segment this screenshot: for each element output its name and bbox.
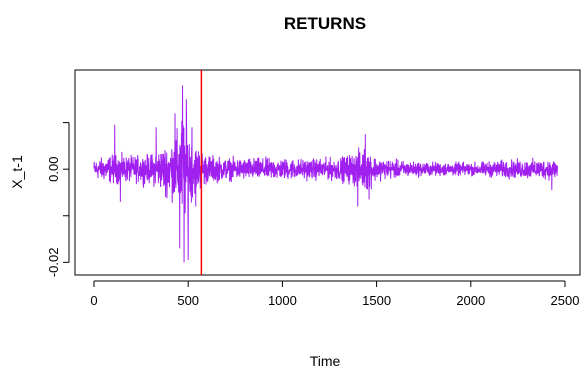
x-tick-label: 1500 [362,293,391,308]
y-axis-label: X_t-1 [9,155,25,189]
x-tick-label: 500 [177,293,199,308]
x-tick-label: 1000 [268,293,297,308]
y-tick-label: -0.02 [46,248,61,278]
x-tick-label: 0 [90,293,97,308]
plot-area: 0 500 1000 1500 2000 2500 -0.02 0.00 [46,69,581,308]
y-tick-label: 0.00 [46,157,61,182]
x-tick-label: 2000 [456,293,485,308]
x-tick-label: 2500 [551,293,580,308]
plot-frame [74,69,581,276]
series-line [93,85,558,263]
x-axis-label: Time [310,353,341,369]
chart-title: RETURNS [284,14,366,33]
